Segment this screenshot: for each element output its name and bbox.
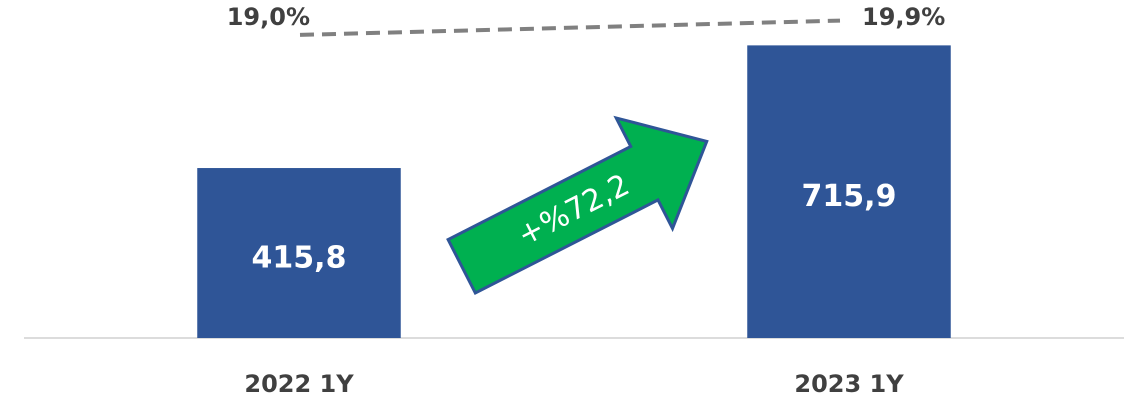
value-label: 415,8 xyxy=(252,241,347,276)
bar xyxy=(747,45,951,338)
bar xyxy=(197,168,401,338)
line-label: 19,9% xyxy=(862,3,945,31)
line xyxy=(299,18,841,37)
line-label: 19,0% xyxy=(227,3,310,31)
x-tick-label: 2022 1Y xyxy=(244,370,354,398)
value-label: 715,9 xyxy=(802,179,897,214)
x-tick-label: 2023 1Y xyxy=(794,370,904,398)
plot: 2022 1Y 415,8 2023 1Y 715,9 xyxy=(24,45,1124,398)
growth-arrow: +%72,2 xyxy=(446,115,709,296)
